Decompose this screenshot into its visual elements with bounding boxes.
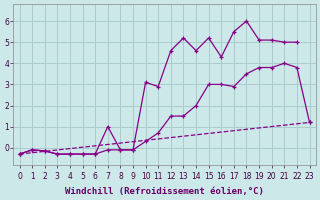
X-axis label: Windchill (Refroidissement éolien,°C): Windchill (Refroidissement éolien,°C): [65, 187, 264, 196]
